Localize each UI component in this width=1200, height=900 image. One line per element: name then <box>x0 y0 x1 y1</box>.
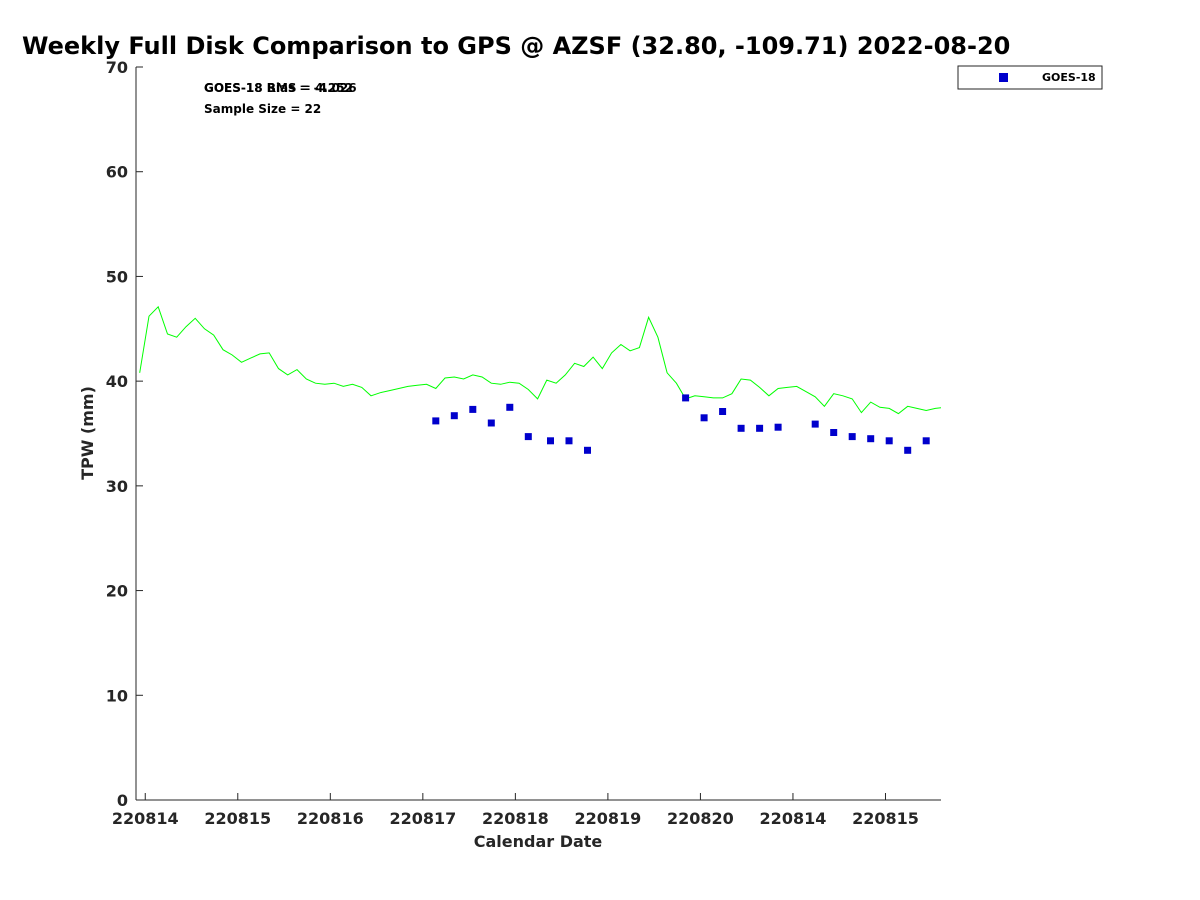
x-tick-label: 220815 <box>852 809 919 828</box>
goes-18-point <box>719 408 727 415</box>
goes-18-point <box>922 437 930 445</box>
goes-18-point <box>565 437 573 445</box>
goes-18-point <box>469 405 477 413</box>
x-tick-label: 220818 <box>482 809 549 828</box>
plot-background <box>136 67 941 800</box>
goes-18-point <box>756 424 764 432</box>
goes-18-point <box>487 419 495 427</box>
plot-area <box>136 67 941 800</box>
x-tick-label: 220814 <box>112 809 179 828</box>
x-tick-label: 220820 <box>667 809 734 828</box>
goes-18-point <box>848 433 856 441</box>
gps-series <box>139 305 941 415</box>
goes-18-point <box>811 420 819 428</box>
goes-18-point <box>885 437 893 445</box>
y-tick-label: 50 <box>106 267 128 286</box>
goes-18-point <box>774 423 782 431</box>
legend-marker <box>999 73 1008 82</box>
legend: GOES-18 <box>957 65 1103 90</box>
y-tick-label: 70 <box>106 58 128 77</box>
x-tick-label: 220815 <box>204 809 271 828</box>
sample-size-annotation: Sample Size = 22 <box>204 102 321 116</box>
goes-18-point <box>547 437 554 445</box>
y-tick-label: 30 <box>106 477 128 496</box>
x-axis-label: Calendar Date <box>474 832 603 851</box>
y-tick-label: 40 <box>106 372 128 391</box>
goes-18-point <box>700 414 708 422</box>
goes-18-point <box>506 403 514 411</box>
legend-box <box>957 65 1103 90</box>
x-tick-label: 220817 <box>389 809 456 828</box>
goes-18-point <box>830 429 838 436</box>
goes-18-point <box>867 435 875 443</box>
y-axis-label: TPW (mm) <box>78 386 97 480</box>
x-tick-label: 220819 <box>574 809 641 828</box>
x-tick-label: 220814 <box>760 809 827 828</box>
goes-18-point <box>432 417 440 425</box>
y-tick-label: 60 <box>106 163 128 182</box>
chart-title: Weekly Full Disk Comparison to GPS @ AZS… <box>22 32 1010 60</box>
bias-annotation: GOES-18 Bias = -4.026 <box>204 81 357 95</box>
goes-18-point <box>584 446 591 454</box>
goes-18-point <box>524 433 532 441</box>
y-tick-label: 0 <box>117 791 128 810</box>
x-tick-label: 220816 <box>297 809 364 828</box>
legend-label: GOES-18 <box>1042 71 1096 84</box>
y-ticks: 0 10 20 30 40 50 60 70 <box>106 58 143 810</box>
y-tick-label: 10 <box>106 686 128 705</box>
goes-18-point <box>682 394 690 402</box>
goes-18-point <box>450 412 458 420</box>
x-ticks: 220814 220815 220816 220817 220818 220819 2208… <box>112 793 919 828</box>
goes-18-series <box>432 394 930 454</box>
y-tick-label: 20 <box>106 582 128 601</box>
axes: 0 10 20 30 40 50 60 70 220814 220815 220816 220817… <box>106 58 941 828</box>
rms-annotation: GOES-18 RMS = 4.252 <box>204 81 353 95</box>
goes-18-point <box>904 446 912 454</box>
gps-series-line <box>139 305 941 415</box>
goes-18-point <box>737 424 745 432</box>
annotations: GOES-18 Bias = -4.026 GOES-18 RMS = 4.25… <box>204 81 357 116</box>
